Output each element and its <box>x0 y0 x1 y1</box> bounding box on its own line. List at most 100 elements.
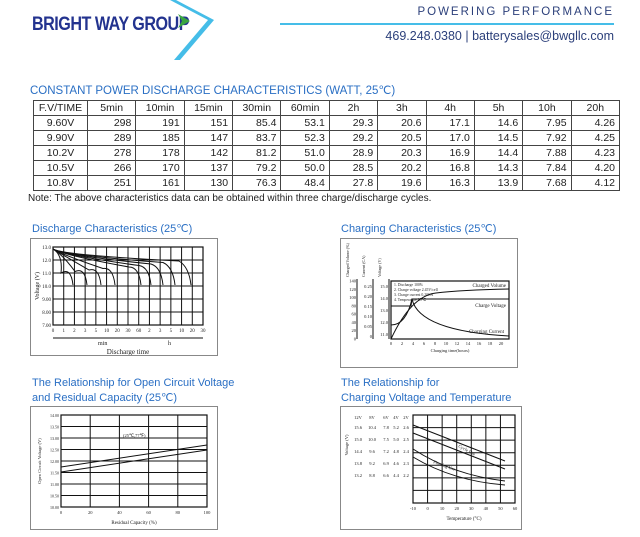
table-cell: 9.90V <box>33 130 88 146</box>
table-cell: 7.88 <box>522 145 572 161</box>
discharge-curve <box>52 248 102 286</box>
column-header: F.V/TIME <box>33 100 88 116</box>
voltage-tick: 9.2 <box>369 461 375 466</box>
column-head: 12V <box>354 415 363 420</box>
table-cell: 130 <box>183 175 234 191</box>
table-row: 10.2V 278 178 142 81.2 51.0 28.9 20.3 16.9 14.4 7.… <box>33 145 621 161</box>
y-tick-label: 120 <box>349 287 357 292</box>
table-cell: 79.2 <box>232 160 282 176</box>
y-tick-label: 12.0 <box>42 259 51 264</box>
discharge-chart-title: Discharge Characteristics (25℃) <box>32 223 193 235</box>
discharge-curve <box>52 248 74 286</box>
table-cell: 289 <box>86 130 137 146</box>
tagline: POWERING PERFORMANCE <box>417 6 614 18</box>
table-cell: 48.4 <box>280 175 330 191</box>
table-cell: 53.1 <box>280 115 330 131</box>
y-tick-label: 20 <box>352 328 357 333</box>
table-cell: 14.3 <box>473 160 524 176</box>
cycle-use-upper <box>412 424 506 462</box>
y-tick-label: 13.0 <box>42 246 51 251</box>
voltage-tick: 4.6 <box>393 461 399 466</box>
table-row: 10.8V 251 161 130 76.3 48.4 27.8 19.6 16.3 13.9 7.… <box>33 175 621 191</box>
voltage-tick: 14.4 <box>354 449 363 454</box>
column-header: 2h <box>328 100 379 116</box>
cycle-use-lower <box>412 432 506 470</box>
table-cell: 14.5 <box>473 130 524 146</box>
x-tick-label: 20 <box>190 329 196 334</box>
table-cell: 81.2 <box>232 145 282 161</box>
x-tick-label: 0 <box>390 341 393 346</box>
table-cell: 29.3 <box>328 115 379 131</box>
table-cell: 4.23 <box>570 145 621 161</box>
ocv-chart: 14.00 13.50 13.00 12.50 12.00 11.50 11.00 10.50… <box>30 406 218 530</box>
table-cell: 52.3 <box>280 130 330 146</box>
x-tick-label: 80 <box>176 510 181 515</box>
table-cell: 50.0 <box>280 160 330 176</box>
column-header: 20h <box>570 100 621 116</box>
axis-title: Voltage (V) <box>377 258 382 277</box>
x-tick-label: 10 <box>104 329 110 334</box>
x-tick-label: 12 <box>455 341 460 346</box>
x-tick-label: 2 <box>401 341 403 346</box>
table-cell: 151 <box>183 115 234 131</box>
column-head: 2V <box>403 415 409 420</box>
table-cell: 278 <box>86 145 137 161</box>
y-tick-label: 60 <box>352 312 357 317</box>
column-header: 10h <box>522 100 572 116</box>
voltage-tick: 9.6 <box>369 449 375 454</box>
table-cell: 10.8V <box>33 175 88 191</box>
y-tick-label: 8.00 <box>42 311 51 316</box>
table-cell: 51.0 <box>280 145 330 161</box>
discharge-curve <box>52 248 116 286</box>
y-tick-label: 0.20 <box>364 294 373 299</box>
voltage-tick: 10.4 <box>368 425 377 430</box>
y-tick-label: 11.0 <box>42 272 51 277</box>
unit-label: h <box>168 341 171 347</box>
y-tick-label: 7.00 <box>42 324 51 329</box>
x-tick-label: 3 <box>159 329 162 334</box>
x-tick-label: 0 <box>60 510 63 515</box>
charging-current-line <box>390 298 510 337</box>
table-cell: 137 <box>183 160 234 176</box>
y-tick-label: 12.0 <box>380 320 389 325</box>
voltage-tick: 6.6 <box>383 473 389 478</box>
y-tick-label: 12.00 <box>50 459 59 464</box>
x-tick-label: 30 <box>469 506 474 511</box>
y-tick-label: 14.0 <box>380 296 389 301</box>
y-tick-label: 11.00 <box>50 482 59 487</box>
chart-note: 4. Temperature 25℃ <box>394 298 427 302</box>
y-tick-label: 0.15 <box>364 304 373 309</box>
column-header: 15min <box>183 100 234 116</box>
voltage-tick: 8.8 <box>369 473 375 478</box>
x-tick-label: 18 <box>488 341 493 346</box>
y-tick-label: 9.00 <box>42 298 51 303</box>
table-cell: 76.3 <box>232 175 282 191</box>
y-tick-label: 15.0 <box>380 284 389 289</box>
table-cell: 10.2V <box>33 145 88 161</box>
discharge-curve <box>52 248 192 286</box>
table-row: 9.90V 289 185 147 83.7 52.3 29.2 20.5 17.0 14.5 7.… <box>33 130 621 146</box>
series-label: Charged Volume <box>473 284 507 289</box>
y-tick-label: 10.00 <box>50 505 59 510</box>
x-tick-label: 20 <box>454 506 459 511</box>
table-cell: 14.6 <box>473 115 524 131</box>
table-cell: 142 <box>183 145 234 161</box>
column-header: 30min <box>232 100 282 116</box>
table-cell: 170 <box>135 160 185 176</box>
plot-frame <box>412 414 516 504</box>
table-cell: 20.6 <box>377 115 427 131</box>
x-axis-label: Residual Capacity (%) <box>111 521 157 526</box>
x-tick-label: 100 <box>204 510 212 515</box>
axis-title: Current (CA) <box>361 255 366 277</box>
x-tick-label: -10 <box>410 506 417 511</box>
logo-text: BRIGHT WAY GROUP <box>32 14 189 35</box>
table-cell: 28.5 <box>328 160 379 176</box>
logo: BRIGHT WAY GROUP <box>30 0 220 60</box>
table-cell: 9.60V <box>33 115 88 131</box>
series-label: Charge Voltage <box>475 304 506 309</box>
y-axis-label: Open Circuit Voltage (V) <box>37 438 42 484</box>
x-tick-label: 20 <box>499 341 504 346</box>
y-tick-label: 0.25 <box>364 284 373 289</box>
table-cell: 10.5V <box>33 160 88 176</box>
table-cell: 27.8 <box>328 175 379 191</box>
